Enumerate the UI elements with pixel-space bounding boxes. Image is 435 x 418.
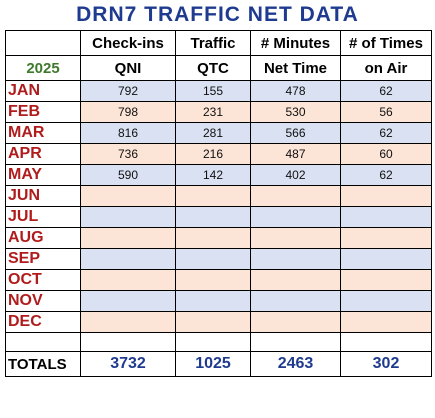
value-cell: 60 — [340, 143, 432, 165]
spacer-row — [5, 332, 432, 352]
page-title: DRN7 TRAFFIC NET DATA — [76, 3, 359, 26]
value-cell: 736 — [80, 143, 176, 165]
traffic-data-table: Check-ins Traffic # Minutes # of Times 2… — [5, 30, 432, 377]
value-cell: 62 — [340, 164, 432, 186]
value-cell: 231 — [175, 101, 251, 123]
value-cell: 216 — [175, 143, 251, 165]
month-label: FEB — [5, 101, 81, 123]
value-cell — [250, 206, 341, 228]
value-cell — [175, 248, 251, 270]
value-cell: 478 — [250, 80, 341, 102]
value-cell: 487 — [250, 143, 341, 165]
value-cell — [175, 269, 251, 291]
month-row: JAN 792 155 478 62 — [5, 80, 432, 102]
value-cell: 402 — [250, 164, 341, 186]
value-cell: 530 — [250, 101, 341, 123]
month-row: SEP — [5, 248, 432, 270]
value-cell — [340, 248, 432, 270]
header-qtc: QTC — [175, 55, 251, 81]
month-label: SEP — [5, 248, 81, 270]
totals-row: TOTALS 3732 1025 2463 302 — [5, 351, 432, 377]
month-row: JUL — [5, 206, 432, 228]
value-cell: 142 — [175, 164, 251, 186]
month-row: MAR 816 281 566 62 — [5, 122, 432, 144]
month-label: JUL — [5, 206, 81, 228]
value-cell — [250, 269, 341, 291]
month-row: NOV — [5, 290, 432, 312]
value-cell: 155 — [175, 80, 251, 102]
month-row: DEC — [5, 311, 432, 333]
value-cell: 62 — [340, 122, 432, 144]
value-cell — [80, 248, 176, 270]
month-label: JAN — [5, 80, 81, 102]
value-cell — [80, 227, 176, 249]
value-cell — [80, 269, 176, 291]
value-cell: 62 — [340, 80, 432, 102]
value-cell: 798 — [80, 101, 176, 123]
value-cell — [80, 290, 176, 312]
month-label: APR — [5, 143, 81, 165]
header-cell — [5, 30, 81, 56]
total-net-time: 2463 — [250, 351, 341, 377]
value-cell — [175, 227, 251, 249]
header-minutes: # Minutes — [250, 30, 341, 56]
header-row-1: Check-ins Traffic # Minutes # of Times — [5, 30, 432, 56]
header-checkins: Check-ins — [80, 30, 176, 56]
value-cell — [340, 290, 432, 312]
month-row: JUN — [5, 185, 432, 207]
header-traffic: Traffic — [175, 30, 251, 56]
header-times: # of Times — [340, 30, 432, 56]
value-cell — [250, 248, 341, 270]
value-cell — [80, 185, 176, 207]
value-cell — [175, 206, 251, 228]
value-cell: 792 — [80, 80, 176, 102]
month-row: OCT — [5, 269, 432, 291]
header-qni: QNI — [80, 55, 176, 81]
month-label: JUN — [5, 185, 81, 207]
value-cell — [250, 185, 341, 207]
value-cell — [175, 185, 251, 207]
value-cell — [340, 227, 432, 249]
month-row: APR 736 216 487 60 — [5, 143, 432, 165]
header-on-air: on Air — [340, 55, 432, 81]
value-cell — [80, 311, 176, 333]
month-row: FEB 798 231 530 56 — [5, 101, 432, 123]
value-cell — [340, 311, 432, 333]
value-cell: 816 — [80, 122, 176, 144]
value-cell — [250, 227, 341, 249]
total-on-air: 302 — [340, 351, 432, 377]
value-cell — [250, 290, 341, 312]
value-cell — [175, 290, 251, 312]
value-cell — [250, 311, 341, 333]
value-cell: 281 — [175, 122, 251, 144]
month-label: AUG — [5, 227, 81, 249]
total-qtc: 1025 — [175, 351, 251, 377]
total-qni: 3732 — [80, 351, 176, 377]
value-cell: 566 — [250, 122, 341, 144]
value-cell — [80, 206, 176, 228]
value-cell: 56 — [340, 101, 432, 123]
value-cell — [340, 269, 432, 291]
totals-label: TOTALS — [5, 351, 81, 377]
month-row: MAY 590 142 402 62 — [5, 164, 432, 186]
value-cell — [340, 206, 432, 228]
month-label: DEC — [5, 311, 81, 333]
month-label: OCT — [5, 269, 81, 291]
value-cell — [175, 311, 251, 333]
header-net-time: Net Time — [250, 55, 341, 81]
month-row: AUG — [5, 227, 432, 249]
month-label: MAY — [5, 164, 81, 186]
value-cell: 590 — [80, 164, 176, 186]
value-cell — [340, 185, 432, 207]
header-row-2: 2025 QNI QTC Net Time on Air — [5, 55, 432, 81]
month-label: MAR — [5, 122, 81, 144]
month-label: NOV — [5, 290, 81, 312]
year-label: 2025 — [5, 55, 81, 81]
